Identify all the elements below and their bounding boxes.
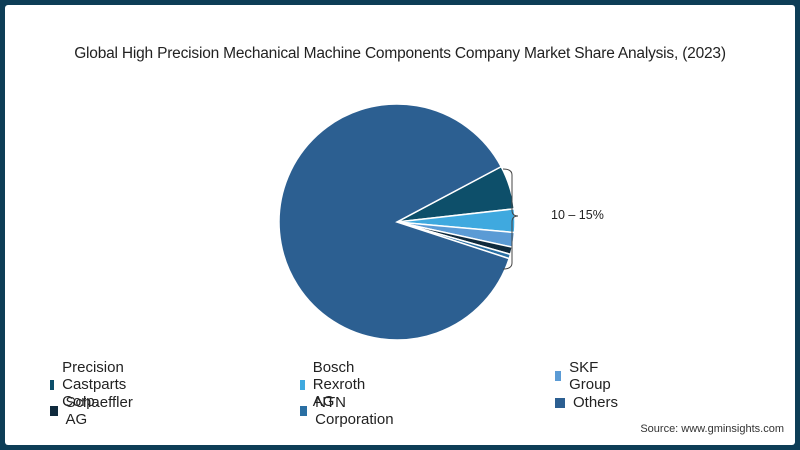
legend-item-bosch-rexroth: Bosch Rexroth AG [300,359,371,410]
legend-swatch [555,397,565,408]
legend-item-skf: SKF Group [555,359,615,393]
legend-swatch [50,379,55,390]
source-note: Source: www.gminsights.com [640,423,784,435]
legend-item-precision-castparts: Precision Castparts Corp. [50,359,132,410]
legend-swatch [300,379,305,390]
chart-title: Global High Precision Mechanical Machine… [74,45,726,62]
bracket [502,168,519,270]
legend-item-others: Others [555,394,618,411]
legend-item-schaeffler: Schaeffler AG [50,394,135,428]
legend-swatch [300,406,308,416]
legend-swatch [555,371,562,381]
legend-item-ntn: NTN Corporation [300,394,396,428]
legend-swatch [50,406,58,416]
pie-slice [278,103,511,341]
pie-slices [278,103,516,341]
share-range-annotation: 10 – 15% [551,208,604,222]
